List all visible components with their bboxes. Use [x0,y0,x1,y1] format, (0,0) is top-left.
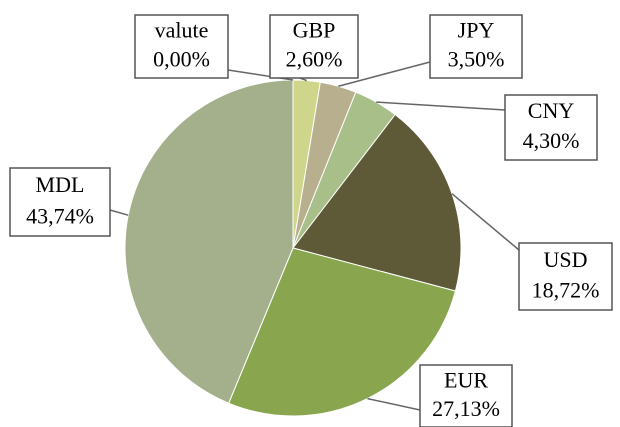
label-box [134,14,229,79]
pie-slice [228,247,457,417]
slice-value-label: 27,13% [432,396,500,421]
label-box [518,242,613,311]
slice-name: valute [155,18,209,43]
pie-slice [292,113,462,292]
label-box [269,14,359,79]
label-box [429,14,523,79]
slice-name: CNY [528,98,575,123]
slice-value-label: 2,60% [286,47,343,72]
slice-name: MDL [36,172,85,197]
leader-line [109,209,129,216]
leader-line [376,101,506,111]
slice-value-label: 43,74% [26,203,94,228]
label-box [504,94,598,161]
slice-value-label: 0,00% [153,47,210,72]
leader-line [451,193,520,251]
slice-value-label: 4,30% [523,128,580,153]
label-box [419,364,513,427]
pie-slice [124,79,294,404]
leader-line [367,397,421,411]
slice-name: USD [543,247,587,272]
slice-value-label: 3,50% [448,47,505,72]
slice-name: GBP [293,18,336,43]
slice-name: EUR [444,367,488,392]
leader-line [338,61,431,87]
label-box [9,167,111,237]
slice-value-label: 18,72% [532,278,600,303]
slice-name: JPY [458,18,495,43]
